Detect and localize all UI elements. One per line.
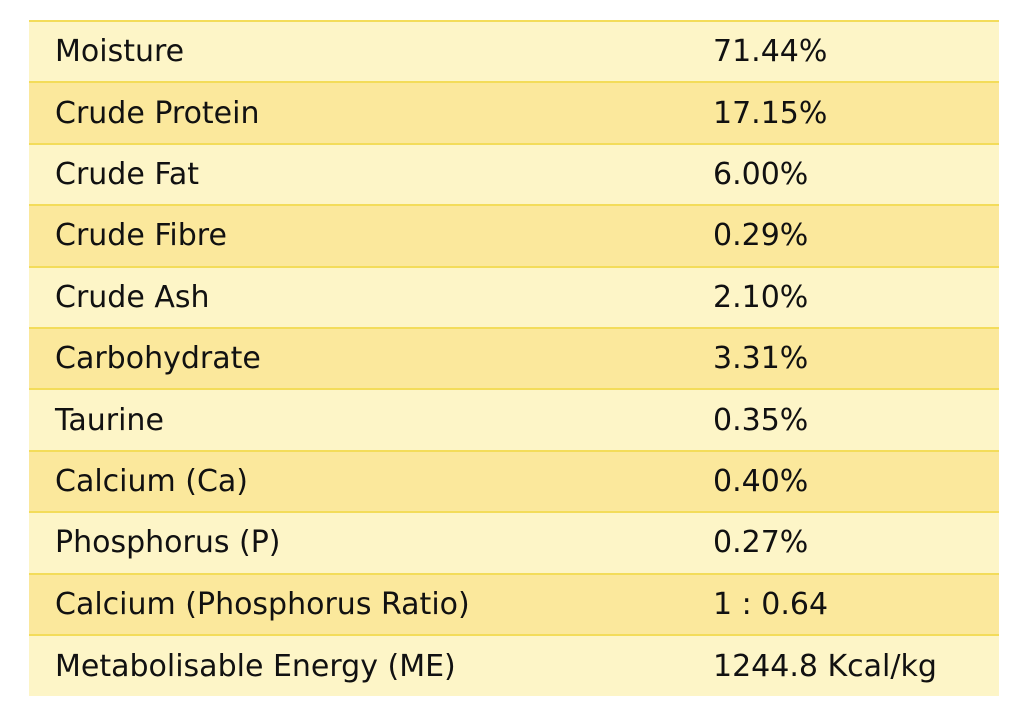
nutrient-value: 6.00%	[713, 142, 999, 207]
nutrient-label: Moisture	[29, 19, 713, 84]
nutrient-label: Calcium (Ca)	[29, 449, 713, 514]
nutrient-value: 0.29%	[713, 204, 999, 268]
table-row: Crude Ash 2.10%	[29, 265, 999, 329]
table-row: Calcium (Phosphorus Ratio) 1 : 0.64	[29, 572, 999, 636]
nutrient-value: 0.27%	[713, 511, 999, 575]
nutrient-value: 17.15%	[713, 81, 999, 145]
nutrition-table: Moisture 71.44% Crude Protein 17.15% Cru…	[29, 19, 999, 697]
table-row: Crude Protein 17.15%	[29, 81, 999, 145]
nutrition-table-body: Moisture 71.44% Crude Protein 17.15% Cru…	[29, 19, 999, 697]
nutrient-value: 0.40%	[713, 449, 999, 514]
nutrient-label: Metabolisable Energy (ME)	[29, 633, 713, 697]
table-row: Metabolisable Energy (ME) 1244.8 Kcal/kg	[29, 633, 999, 697]
table-row: Taurine 0.35%	[29, 388, 999, 452]
nutrient-value: 1244.8 Kcal/kg	[713, 633, 999, 697]
nutrient-value: 3.31%	[713, 326, 999, 391]
table-row: Phosphorus (P) 0.27%	[29, 511, 999, 575]
nutrient-label: Phosphorus (P)	[29, 511, 713, 575]
table-row: Crude Fibre 0.29%	[29, 204, 999, 268]
table-row: Carbohydrate 3.31%	[29, 326, 999, 391]
table-row: Moisture 71.44%	[29, 19, 999, 84]
nutrient-label: Calcium (Phosphorus Ratio)	[29, 572, 713, 636]
nutrient-label: Crude Fibre	[29, 204, 713, 268]
nutrient-value: 0.35%	[713, 388, 999, 452]
nutrient-label: Taurine	[29, 388, 713, 452]
nutrient-value: 2.10%	[713, 265, 999, 329]
nutrient-value: 71.44%	[713, 19, 999, 84]
nutrient-label: Crude Ash	[29, 265, 713, 329]
nutrient-label: Crude Protein	[29, 81, 713, 145]
nutrient-label: Crude Fat	[29, 142, 713, 207]
nutrient-label: Carbohydrate	[29, 326, 713, 391]
table-row: Crude Fat 6.00%	[29, 142, 999, 207]
nutrient-value: 1 : 0.64	[713, 572, 999, 636]
table-row: Calcium (Ca) 0.40%	[29, 449, 999, 514]
